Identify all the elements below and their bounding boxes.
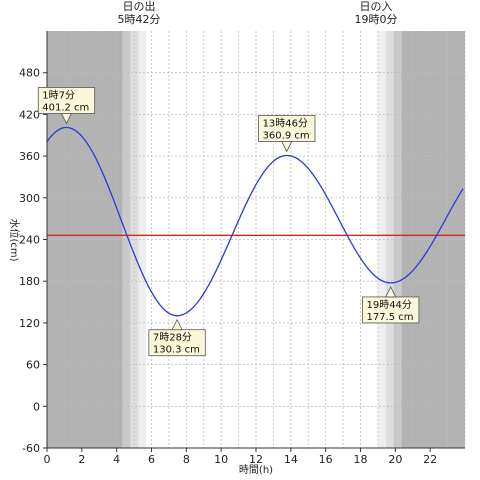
- sun-times: 日の出 5時42分 日の入 19時0分: [118, 0, 398, 26]
- y-tick-label: 120: [19, 317, 40, 330]
- callout-pointer: [281, 141, 293, 153]
- twilight-band-evening: [393, 31, 402, 448]
- y-tick-label: 360: [19, 150, 40, 163]
- callout-box: [37, 87, 96, 114]
- x-tick-label: 16: [319, 453, 333, 466]
- y-tick-label: 420: [19, 108, 40, 121]
- x-tick-label: 0: [44, 453, 51, 466]
- x-tick-label: 22: [423, 453, 437, 466]
- twilight-band-morning: [122, 31, 131, 448]
- x-tick-label: 8: [183, 453, 190, 466]
- twilight-band-evening: [385, 31, 394, 448]
- callout-box: [258, 115, 316, 142]
- sunset-time-label: 19時0分: [355, 13, 398, 26]
- twilight-band-evening: [377, 31, 386, 448]
- callout-pointer: [60, 113, 73, 125]
- sunset-label: 日の入: [360, 0, 393, 13]
- sunrise-label: 日の出: [123, 0, 156, 13]
- x-axis-title: 時間(h): [239, 464, 273, 476]
- twilight-band-morning: [130, 31, 139, 448]
- y-tick-label: 480: [19, 67, 40, 80]
- twilight-band-morning: [138, 31, 147, 448]
- y-tick-label: 300: [19, 192, 40, 205]
- x-tick-label: 20: [388, 453, 402, 466]
- axes: -60 0 60 120 180 240 300 360 420 480 0 2 4 6 8 10 12 14 16…: [19, 31, 465, 466]
- y-tick-label: 240: [19, 234, 40, 247]
- callout-time-label: 19時44分: [366, 299, 411, 311]
- y-tick-label: 180: [19, 275, 40, 288]
- x-tick-label: 18: [354, 453, 368, 466]
- callout-time-label: 1時7分: [42, 89, 75, 101]
- callout-value-label: 177.5 cm: [366, 312, 413, 323]
- x-tick-label: 6: [148, 453, 155, 466]
- sunrise-time-label: 5時42分: [118, 13, 161, 26]
- callout-pointer: [171, 318, 183, 331]
- callout-value-label: 130.3 cm: [153, 345, 200, 356]
- y-tick-label: -60: [22, 442, 40, 455]
- x-tick-label: 2: [78, 453, 85, 466]
- x-tick-label: 14: [284, 453, 298, 466]
- y-axis-title: 水位(cm): [8, 218, 21, 261]
- callout-pointer: [385, 286, 397, 298]
- x-tick-label: 10: [214, 453, 228, 466]
- callout-box: [362, 296, 420, 324]
- x-tick-label: 12: [249, 453, 263, 466]
- callout-value-label: 401.2 cm: [42, 102, 89, 113]
- series-group: [46, 126, 464, 317]
- tide-level-line: [46, 126, 464, 317]
- x-tick-label: 4: [113, 453, 120, 466]
- callout-time-label: 13時46分: [263, 117, 308, 129]
- y-tick-label: 0: [33, 400, 40, 413]
- callout-value-label: 360.9 cm: [263, 130, 310, 141]
- y-tick-label: 60: [26, 359, 40, 372]
- callout-time-label: 7時28分: [153, 332, 192, 344]
